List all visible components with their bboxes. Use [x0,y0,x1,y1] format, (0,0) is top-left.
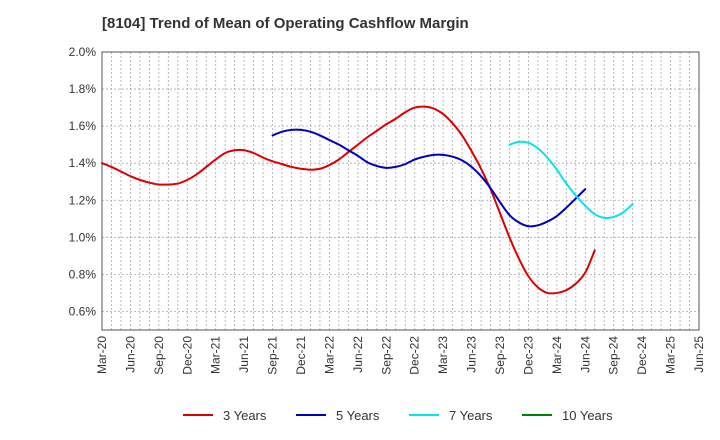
legend: 3 Years 5 Years 7 Years 10 Years [183,408,613,423]
x-tick-label: Dec-21 [294,336,308,375]
y-tick-label: 1.6% [69,119,97,133]
x-tick-label: Jun-21 [237,336,251,373]
x-tick-label: Jun-24 [578,336,592,373]
x-tick-label: Dec-23 [521,336,535,375]
y-tick-label: 1.8% [69,82,97,96]
x-tick-label: Sep-21 [266,336,280,375]
series-line-5-years [271,128,587,228]
x-tick-label: Mar-24 [550,336,564,374]
y-tick-label: 1.0% [69,230,97,244]
x-tick-label: Mar-20 [95,336,109,374]
x-tick-label: Mar-23 [436,336,450,374]
x-tick-label: Jun-22 [351,336,365,373]
series-line-7-years [508,140,634,220]
x-tick-label: Jun-25 [692,336,706,373]
plot-area [102,52,699,330]
legend-label-10-years: 10 Years [562,408,613,423]
x-tick-label: Sep-23 [493,336,507,375]
plot-frame [101,51,700,331]
x-tick-label: Jun-20 [123,336,137,373]
legend-label-3-years: 3 Years [223,408,267,423]
chart-title: [8104] Trend of Mean of Operating Cashfl… [102,15,469,32]
y-tick-label: 1.2% [69,193,97,207]
grid-lines [102,52,699,330]
y-tick-label: 0.6% [69,304,97,318]
x-tick-label: Sep-24 [607,336,621,375]
y-tick-label: 1.4% [69,156,97,170]
x-tick-label: Jun-23 [465,336,479,373]
series-line-3-years [101,105,596,295]
x-tick-label: Mar-25 [664,336,678,374]
x-axis-ticks: Mar-20 Jun-20 Sep-20 Dec-20 Mar-21 Jun-21 Sep-… [95,336,706,375]
y-tick-label: 0.8% [69,267,97,281]
series-lines [101,105,634,295]
legend-label-5-years: 5 Years [336,408,380,423]
y-axis-ticks: 0.6% 0.8% 1.0% 1.2% 1.4% 1.6% 1.8% 2.0% [69,45,97,318]
x-tick-label: Dec-22 [408,336,422,375]
x-tick-label: Sep-20 [152,336,166,375]
x-tick-label: Dec-24 [635,336,649,375]
y-tick-label: 2.0% [69,45,97,59]
x-tick-label: Sep-22 [379,336,393,375]
legend-label-7-years: 7 Years [449,408,493,423]
x-tick-label: Dec-20 [180,336,194,375]
x-tick-label: Mar-21 [209,336,223,374]
x-tick-label: Mar-22 [322,336,336,374]
